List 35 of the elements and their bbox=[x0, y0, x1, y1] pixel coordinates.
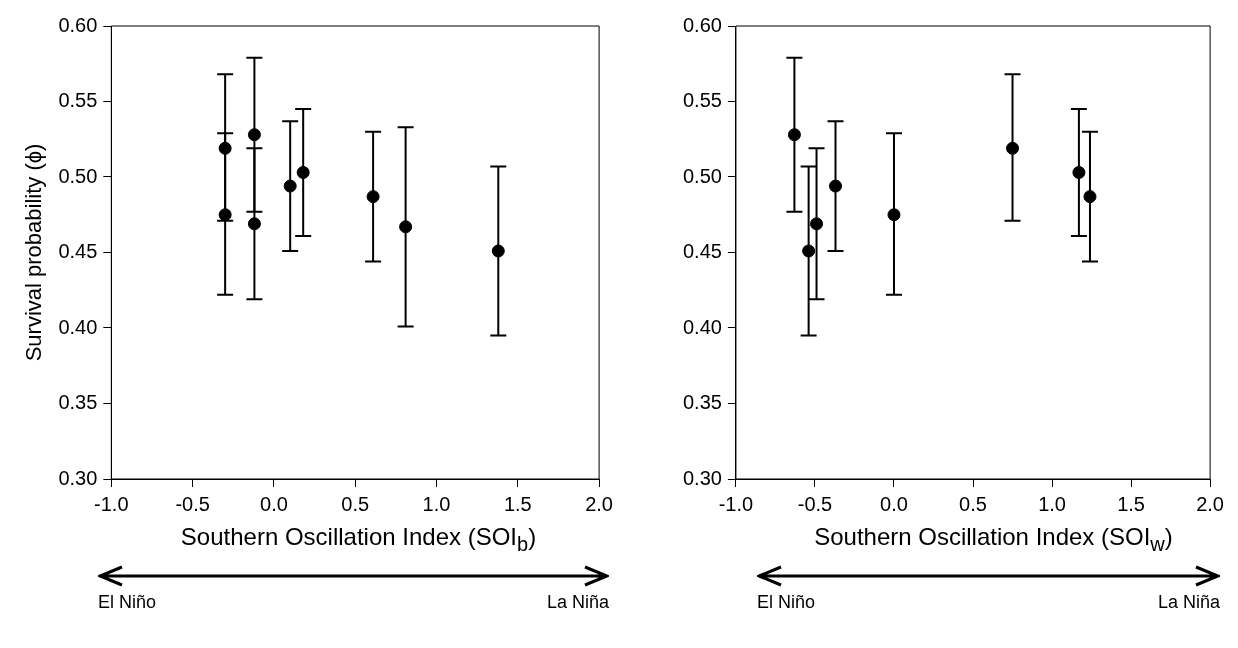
y-tick-label: 0.40 bbox=[58, 315, 98, 338]
x-tick-label: 0.5 bbox=[959, 492, 987, 515]
text: La Niña bbox=[1157, 591, 1220, 613]
text: El Niño bbox=[98, 591, 157, 613]
y-tick-label: 0.45 bbox=[682, 240, 722, 263]
x-axis-title: Southern Oscillation Index (SOI$_{w}$) bbox=[813, 523, 1174, 556]
x-tick-label: -0.5 bbox=[175, 492, 210, 515]
x-tick-label: -1.0 bbox=[718, 492, 754, 515]
y-tick-label: 0.50 bbox=[682, 164, 722, 187]
y-tick-label: 0.55 bbox=[58, 89, 98, 112]
x-tick-label: 1.5 bbox=[1117, 492, 1145, 515]
x-tick-label: -1.0 bbox=[94, 492, 129, 515]
x-tick-label: 0.0 bbox=[880, 492, 908, 515]
y-tick-label: 0.35 bbox=[682, 391, 722, 414]
y-tick-label: 0.50 bbox=[58, 164, 98, 187]
text: El Niño bbox=[757, 591, 816, 613]
y-tick-label: 0.60 bbox=[58, 13, 98, 36]
y-tick-label: 0.35 bbox=[58, 391, 98, 414]
x-tick-label: 2.0 bbox=[1196, 492, 1224, 515]
x-tick-label: 1.0 bbox=[422, 492, 451, 515]
y-tick-label: 0.45 bbox=[58, 240, 98, 263]
y-tick-label: 0.40 bbox=[682, 315, 722, 338]
x-tick-label: 0.0 bbox=[260, 492, 288, 515]
text: La Niña bbox=[546, 591, 609, 613]
x-tick-label: 2.0 bbox=[585, 492, 613, 515]
y-tick-label: 0.60 bbox=[682, 13, 722, 36]
y-axis-title: Survival probability (ϕ) bbox=[21, 143, 47, 362]
y-tick-label: 0.55 bbox=[682, 89, 722, 112]
x-tick-label: -0.5 bbox=[797, 492, 833, 515]
x-axis-title: Southern Oscillation Index (SOI$_{b}$) bbox=[179, 523, 538, 556]
x-tick-label: 1.0 bbox=[1038, 492, 1066, 515]
y-tick-label: 0.30 bbox=[682, 466, 722, 489]
y-tick-label: 0.30 bbox=[58, 466, 98, 489]
x-tick-label: 0.5 bbox=[341, 492, 370, 515]
x-tick-label: 1.5 bbox=[503, 492, 532, 515]
